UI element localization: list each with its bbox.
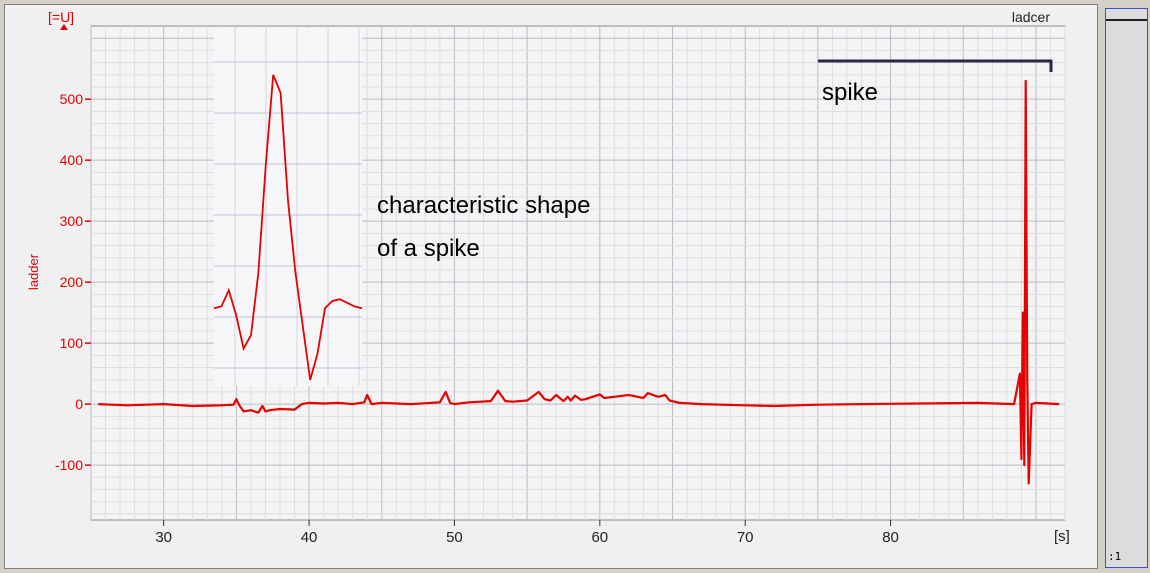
y-tick-label: 500 bbox=[60, 91, 84, 107]
y-tick-label: 400 bbox=[60, 152, 84, 168]
x-tick-label: 30 bbox=[155, 529, 172, 546]
y-unit-arrow-icon bbox=[60, 24, 68, 30]
side-panel-divider bbox=[1106, 19, 1147, 21]
y-axis-label: ladder bbox=[26, 253, 41, 290]
annotation-shape-line2: of a spike bbox=[377, 235, 480, 262]
y-unit-label: [=U] bbox=[48, 9, 74, 25]
legend-label: ladcer bbox=[1012, 9, 1050, 25]
side-panel[interactable]: :1 bbox=[1105, 8, 1148, 568]
annotation-spike: spike bbox=[822, 79, 878, 106]
x-unit-label: [s] bbox=[1054, 528, 1070, 545]
inset-panel bbox=[213, 28, 363, 386]
annotations: characteristic shape of a spike spike bbox=[377, 59, 1053, 262]
annotation-shape-line1: characteristic shape bbox=[377, 192, 590, 219]
x-tick-label: 70 bbox=[737, 529, 754, 546]
series-line bbox=[98, 79, 1060, 485]
inset-spike-line bbox=[213, 74, 363, 381]
x-tick-label: 80 bbox=[882, 529, 899, 546]
side-panel-label: :1 bbox=[1108, 550, 1122, 563]
x-tick-label: 50 bbox=[446, 529, 463, 546]
y-tick-label: 300 bbox=[60, 213, 84, 229]
y-tick-label: 100 bbox=[60, 335, 84, 351]
y-tick-label: 200 bbox=[60, 274, 84, 290]
axes: -100 0 100 200 300 400 500 30 40 50 60 70 80 bbox=[55, 91, 899, 546]
y-tick-label: 0 bbox=[75, 396, 83, 412]
x-tick-label: 40 bbox=[301, 529, 318, 546]
x-tick-label: 60 bbox=[591, 529, 608, 546]
y-tick-label: -100 bbox=[55, 457, 83, 473]
